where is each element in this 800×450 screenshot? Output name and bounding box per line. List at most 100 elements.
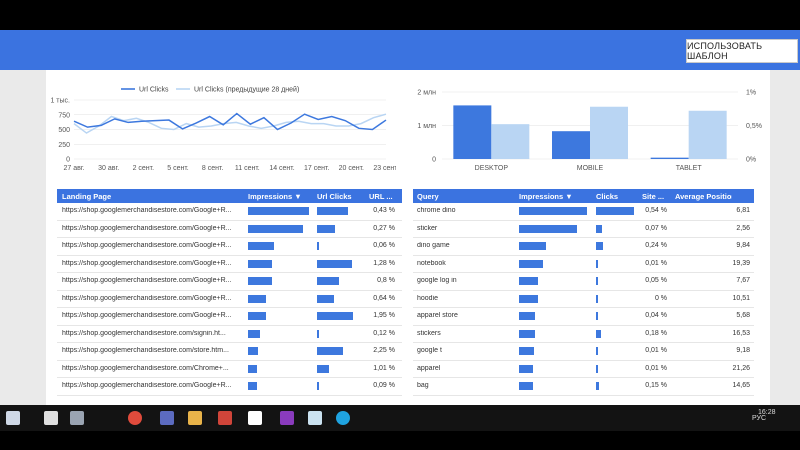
table-row[interactable]: chrome dino 0,54 % 6,81 bbox=[413, 203, 754, 221]
site-cell: 0,04 % bbox=[645, 312, 667, 319]
query-cell: hoodie bbox=[417, 294, 439, 302]
impressions-bar bbox=[519, 259, 544, 268]
series-line bbox=[73, 113, 387, 134]
impressions-bar bbox=[519, 242, 547, 250]
table-row[interactable]: stickers 0,18 % 16,53 bbox=[413, 326, 754, 343]
position-cell: 6,81 bbox=[736, 207, 750, 214]
column-header[interactable]: Landing Page bbox=[62, 192, 112, 201]
impressions-bar bbox=[248, 329, 261, 338]
save-icon[interactable] bbox=[160, 411, 174, 425]
page-cell: https://shop.googlemerchandisestore.com/… bbox=[62, 294, 232, 302]
column-header[interactable]: Url Clicks bbox=[317, 192, 352, 201]
column-header[interactable]: Clicks bbox=[596, 192, 619, 201]
y-tick-label: 0 bbox=[66, 157, 70, 164]
x-tick-label: 20 сент. bbox=[339, 165, 364, 172]
y-tick-label-right: 0% bbox=[746, 157, 756, 164]
app-icon[interactable] bbox=[248, 411, 262, 425]
clicks-bar bbox=[596, 329, 601, 338]
table-row[interactable]: apparel store 0,04 % 5,68 bbox=[413, 308, 754, 326]
column-header[interactable]: Query bbox=[417, 192, 439, 201]
clicks-bar bbox=[317, 277, 339, 285]
impressions-bar bbox=[519, 329, 536, 338]
y-tick-label-left: 0 bbox=[432, 157, 436, 164]
clicks-bar bbox=[317, 347, 344, 355]
table-row[interactable]: google t 0,01 % 9,18 bbox=[413, 343, 754, 361]
impressions-bar bbox=[519, 294, 539, 303]
skype-icon[interactable] bbox=[336, 411, 350, 425]
query-cell: google t bbox=[417, 347, 442, 354]
column-header[interactable]: Impressions ▼ bbox=[248, 192, 302, 201]
legend-label: Url Clicks (предыдущие 28 дней) bbox=[194, 86, 299, 94]
table-row[interactable]: google log in 0,05 % 7,67 bbox=[413, 273, 754, 291]
table-row[interactable]: https://shop.googlemerchandisestore.com/… bbox=[57, 326, 402, 343]
page-cell: https://shop.googlemerchandisestore.com/… bbox=[62, 224, 232, 232]
table-row[interactable]: https://shop.googlemerchandisestore.com/… bbox=[57, 238, 402, 256]
table-row[interactable]: https://shop.googlemerchandisestore.com/… bbox=[57, 273, 402, 291]
clicks-bar bbox=[596, 242, 603, 250]
query-cell: apparel store bbox=[417, 312, 458, 319]
clicks-bar bbox=[317, 329, 320, 338]
chrome-icon[interactable] bbox=[128, 411, 142, 425]
url-cell: 0,64 % bbox=[373, 294, 395, 302]
table-row[interactable]: https://shop.googlemerchandisestore.com/… bbox=[57, 308, 402, 326]
impressions-bar bbox=[248, 312, 267, 320]
y-tick-label-right: 1% bbox=[746, 90, 756, 97]
clicks-bar bbox=[596, 207, 634, 215]
column-header[interactable]: URL ... bbox=[369, 192, 393, 201]
impressions-bar bbox=[519, 347, 534, 355]
table-row[interactable]: https://shop.googlemerchandisestore.com/… bbox=[57, 343, 402, 361]
table-row[interactable]: https://shop.googlemerchandisestore.com/… bbox=[57, 378, 402, 396]
table-row[interactable]: apparel 0,01 % 21,26 bbox=[413, 361, 754, 378]
column-header[interactable]: Average Position bbox=[675, 192, 732, 201]
impressions-bar bbox=[519, 277, 539, 285]
impressions-bar bbox=[248, 382, 258, 390]
folder-icon[interactable] bbox=[188, 411, 202, 425]
bar bbox=[552, 131, 590, 159]
query-cell: bag bbox=[417, 382, 429, 389]
tray-clock[interactable]: 16:28 bbox=[758, 409, 776, 416]
windows-icon[interactable] bbox=[6, 411, 20, 425]
table-row[interactable]: dino game 0,24 % 9,84 bbox=[413, 238, 754, 256]
table-row[interactable]: hoodie 0 % 10,51 bbox=[413, 291, 754, 308]
url-cell: 2,25 % bbox=[373, 347, 395, 354]
table-row[interactable]: sticker 0,07 % 2,56 bbox=[413, 221, 754, 238]
table-row[interactable]: https://shop.googlemerchandisestore.com/… bbox=[57, 361, 402, 378]
site-cell: 0,01 % bbox=[645, 364, 667, 372]
task-view-icon[interactable] bbox=[70, 411, 84, 425]
impressions-bar bbox=[519, 224, 577, 233]
page-cell: https://shop.googlemerchandisestore.com/… bbox=[62, 364, 229, 372]
query-cell: google log in bbox=[417, 277, 457, 284]
site-cell: 0,54 % bbox=[645, 207, 667, 214]
position-cell: 2,56 bbox=[736, 224, 750, 232]
table-row[interactable]: https://shop.googlemerchandisestore.com/… bbox=[57, 221, 402, 238]
table-row[interactable]: https://shop.googlemerchandisestore.com/… bbox=[57, 291, 402, 308]
impressions-bar bbox=[519, 364, 533, 373]
bar bbox=[688, 110, 727, 159]
table-header: Query Impressions ▼ Clicks Site ... Average … bbox=[413, 189, 754, 203]
position-cell: 14,65 bbox=[732, 382, 750, 389]
url-cell: 0,43 % bbox=[373, 207, 395, 214]
table-row[interactable]: bag 0,15 % 14,65 bbox=[413, 378, 754, 396]
x-tick-label: 5 сент. bbox=[167, 165, 189, 172]
page-cell: https://shop.googlemerchandisestore.com/… bbox=[62, 277, 232, 284]
x-tick-label: 17 сент. bbox=[304, 165, 329, 172]
site-cell: 0,05 % bbox=[645, 277, 667, 284]
table-row[interactable]: notebook 0,01 % 19,39 bbox=[413, 256, 754, 273]
x-tick-label: 14 сент. bbox=[269, 165, 294, 172]
position-cell: 16,53 bbox=[732, 329, 750, 337]
url-clicks-line-chart: 1 тыс. 750 500 250 027 авг. 30 авг. 2 сент. 5 с… bbox=[50, 86, 396, 173]
use-template-button[interactable]: ИСПОЛЬЗОВАТЬ ШАБЛОН bbox=[686, 39, 798, 63]
onenote-icon[interactable] bbox=[280, 411, 294, 425]
page-cell: https://shop.googlemerchandisestore.com/… bbox=[62, 382, 232, 389]
column-header[interactable]: Impressions ▼ bbox=[519, 192, 573, 201]
column-header[interactable]: Site ... bbox=[642, 192, 665, 201]
site-cell: 0,01 % bbox=[645, 347, 667, 354]
apps-icon[interactable] bbox=[308, 411, 322, 425]
search-icon[interactable] bbox=[44, 411, 58, 425]
paint-icon[interactable] bbox=[218, 411, 232, 425]
query-cell: notebook bbox=[417, 259, 446, 267]
url-cell: 1,95 % bbox=[373, 312, 395, 319]
tray-language[interactable]: РУС bbox=[752, 415, 767, 422]
table-row[interactable]: https://shop.googlemerchandisestore.com/… bbox=[57, 256, 402, 273]
table-row[interactable]: https://shop.googlemerchandisestore.com/… bbox=[57, 203, 402, 221]
